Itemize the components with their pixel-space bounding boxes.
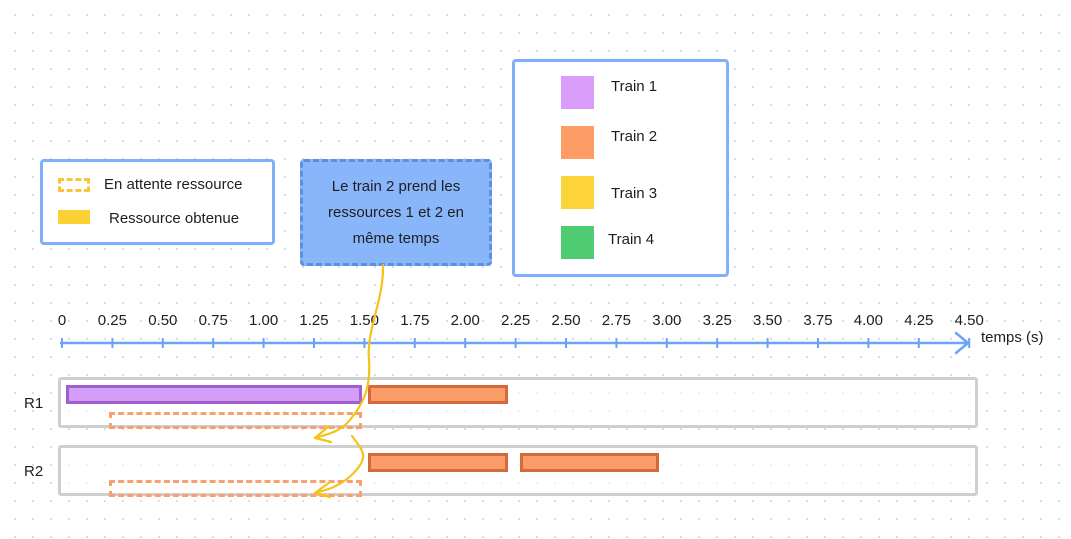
row-label: R1 xyxy=(24,395,44,412)
wait-bar-train2 xyxy=(109,412,363,429)
note-card: Le train 2 prend les ressources 1 et 2 e… xyxy=(300,159,492,266)
axis-tick-label: 2.75 xyxy=(601,312,631,329)
axis-tick-label: 0.50 xyxy=(148,312,178,329)
axis-tick-label: 0.75 xyxy=(198,312,228,329)
note-text: Le train 2 prend les ressources 1 et 2 e… xyxy=(328,177,464,247)
bar-train2 xyxy=(368,453,508,472)
train-2-label: Train 2 xyxy=(611,128,658,145)
bar-train1 xyxy=(66,385,363,404)
status-legend: En attente ressource Ressource obtenue xyxy=(40,159,275,245)
train-2-swatch xyxy=(561,126,594,159)
axis-tick-label: 3.00 xyxy=(652,312,682,329)
axis-tick-label: 4.50 xyxy=(954,312,984,329)
train-1-label: Train 1 xyxy=(611,78,658,95)
axis-tick-label: 1.75 xyxy=(400,312,430,329)
axis-tick-label: 3.50 xyxy=(752,312,783,329)
row-frame-r2 xyxy=(58,445,978,496)
axis-tick-label: 4.25 xyxy=(904,312,934,329)
time-axis xyxy=(60,331,971,355)
wait-bar-train2 xyxy=(109,480,363,497)
obtained-legend-label: Ressource obtenue xyxy=(109,210,240,227)
axis-tick-label: 2.25 xyxy=(500,312,531,329)
axis-tick-label: 4.00 xyxy=(853,312,883,329)
axis-tick-label: 1.00 xyxy=(248,312,279,329)
bar-train2 xyxy=(368,385,508,404)
axis-title: temps (s) xyxy=(981,329,1044,346)
train-3-swatch xyxy=(561,176,594,209)
axis-arrowhead xyxy=(954,331,970,355)
axis-tick-label: 0.25 xyxy=(97,312,127,329)
train-3-label: Train 3 xyxy=(611,185,658,202)
train-4-swatch xyxy=(561,226,594,259)
train-1-swatch xyxy=(561,76,594,109)
obtained-swatch xyxy=(58,210,90,224)
axis-tick-label: 2.50 xyxy=(551,312,581,329)
axis-tick-label: 0 xyxy=(57,312,67,329)
waiting-swatch xyxy=(58,178,90,192)
waiting-legend-label: En attente ressource xyxy=(104,176,243,193)
train-legend: Train 1 Train 2 Train 3 Train 4 xyxy=(512,59,729,277)
axis-tick-label: 3.75 xyxy=(803,312,833,329)
bar-train2 xyxy=(519,453,659,472)
train-4-label: Train 4 xyxy=(608,231,655,248)
row-label: R2 xyxy=(24,463,44,480)
axis-tick-label: 3.25 xyxy=(702,312,732,329)
axis-tick-label: 2.00 xyxy=(450,312,480,329)
